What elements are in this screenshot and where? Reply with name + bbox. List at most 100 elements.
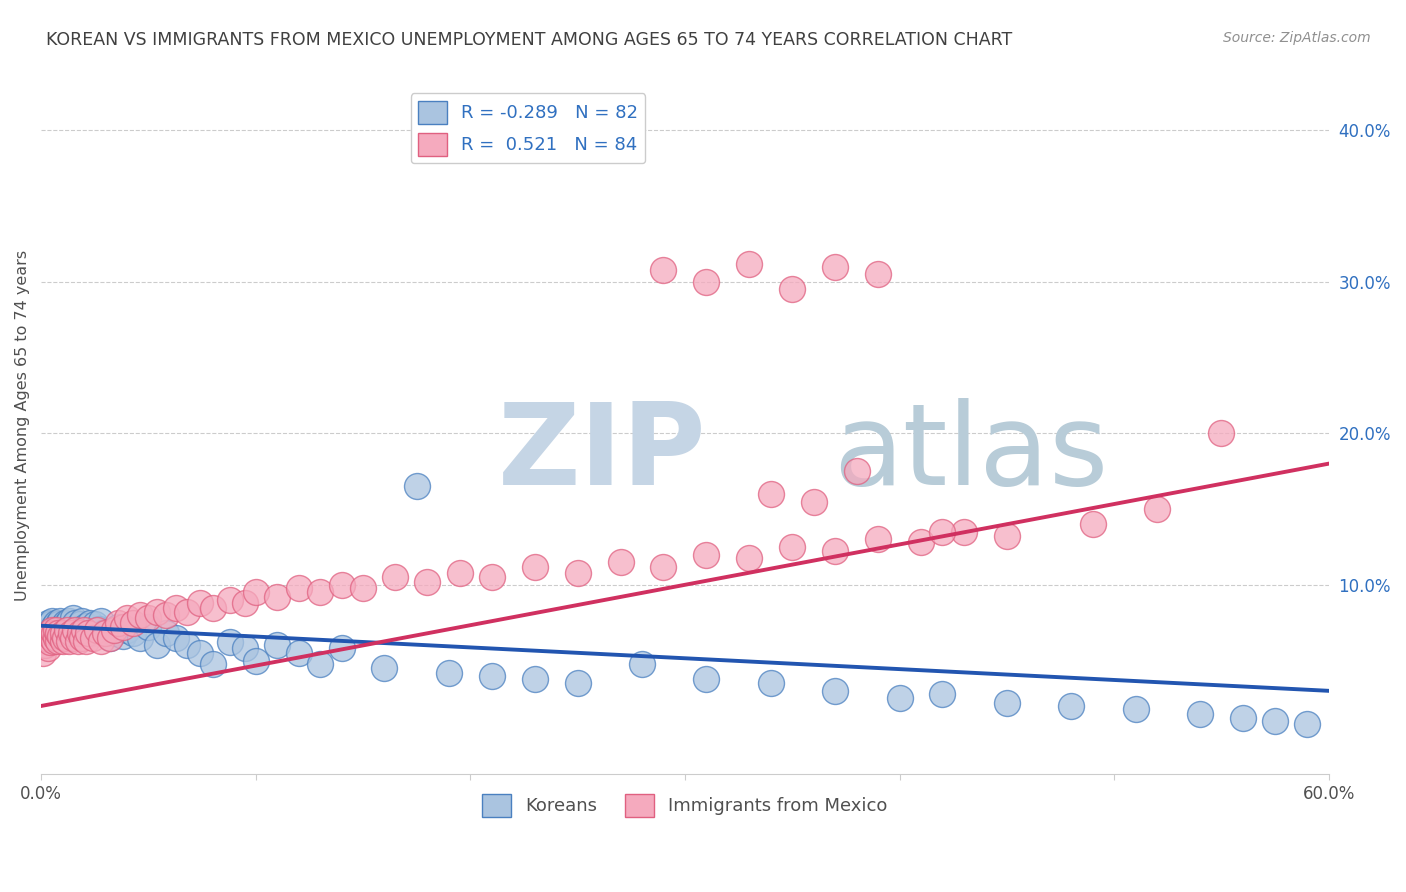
Point	[73, 624, 96, 639]
Point	[738, 550, 761, 565]
Point	[219, 635, 242, 649]
Point	[631, 657, 654, 671]
Point	[437, 665, 460, 680]
Point	[824, 544, 846, 558]
Point	[82, 626, 104, 640]
Point	[49, 614, 72, 628]
Point	[287, 646, 309, 660]
Point	[115, 624, 138, 638]
Text: KOREAN VS IMMIGRANTS FROM MEXICO UNEMPLOYMENT AMONG AGES 65 TO 74 YEARS CORRELAT: KOREAN VS IMMIGRANTS FROM MEXICO UNEMPLO…	[46, 31, 1012, 49]
Point	[309, 657, 332, 671]
Point	[52, 624, 75, 639]
Point	[219, 593, 242, 607]
Point	[245, 654, 267, 668]
Point	[352, 581, 374, 595]
Point	[90, 633, 112, 648]
Point	[803, 494, 825, 508]
Point	[79, 615, 101, 630]
Point	[1296, 717, 1319, 731]
Point	[53, 631, 76, 645]
Point	[266, 639, 288, 653]
Point	[107, 620, 129, 634]
Point	[107, 615, 129, 630]
Point	[1146, 502, 1168, 516]
Point	[188, 646, 211, 660]
Point	[58, 614, 80, 628]
Point	[56, 624, 79, 638]
Point	[49, 629, 72, 643]
Point	[90, 614, 112, 628]
Point	[45, 624, 67, 638]
Point	[176, 605, 198, 619]
Point	[931, 524, 953, 539]
Point	[87, 622, 110, 636]
Point	[45, 631, 67, 645]
Point	[481, 570, 503, 584]
Point	[62, 611, 84, 625]
Point	[58, 633, 80, 648]
Point	[46, 633, 69, 648]
Point	[103, 624, 125, 638]
Point	[523, 559, 546, 574]
Point	[38, 635, 60, 649]
Point	[38, 626, 60, 640]
Point	[868, 533, 890, 547]
Point	[695, 672, 717, 686]
Point	[52, 626, 75, 640]
Point	[1125, 702, 1147, 716]
Text: Source: ZipAtlas.com: Source: ZipAtlas.com	[1223, 31, 1371, 45]
Point	[45, 624, 67, 638]
Point	[330, 578, 353, 592]
Point	[70, 631, 93, 645]
Point	[188, 596, 211, 610]
Point	[233, 596, 256, 610]
Point	[176, 639, 198, 653]
Point	[824, 260, 846, 274]
Point	[1060, 698, 1083, 713]
Point	[523, 672, 546, 686]
Point	[46, 626, 69, 640]
Point	[1081, 517, 1104, 532]
Point	[155, 608, 177, 623]
Point	[98, 631, 121, 645]
Point	[910, 535, 932, 549]
Point	[995, 529, 1018, 543]
Point	[780, 283, 803, 297]
Point	[58, 622, 80, 636]
Point	[62, 631, 84, 645]
Point	[42, 618, 65, 632]
Point	[889, 691, 911, 706]
Legend: Koreans, Immigrants from Mexico: Koreans, Immigrants from Mexico	[475, 787, 894, 824]
Point	[37, 624, 59, 638]
Point	[60, 626, 83, 640]
Point	[38, 626, 60, 640]
Point	[69, 617, 91, 632]
Point	[780, 540, 803, 554]
Point	[405, 479, 427, 493]
Point	[46, 626, 69, 640]
Point	[38, 617, 60, 632]
Point	[42, 624, 65, 639]
Point	[98, 631, 121, 645]
Point	[165, 600, 187, 615]
Point	[70, 614, 93, 628]
Point	[41, 622, 63, 636]
Point	[245, 585, 267, 599]
Point	[122, 615, 145, 630]
Point	[65, 624, 87, 638]
Point	[45, 615, 67, 630]
Point	[34, 620, 56, 634]
Point	[52, 618, 75, 632]
Point	[146, 639, 169, 653]
Point	[695, 548, 717, 562]
Point	[1264, 714, 1286, 728]
Point	[128, 631, 150, 645]
Point	[233, 641, 256, 656]
Point	[1211, 426, 1233, 441]
Point	[931, 687, 953, 701]
Point	[75, 633, 97, 648]
Point	[34, 639, 56, 653]
Point	[287, 581, 309, 595]
Point	[449, 566, 471, 580]
Point	[37, 615, 59, 630]
